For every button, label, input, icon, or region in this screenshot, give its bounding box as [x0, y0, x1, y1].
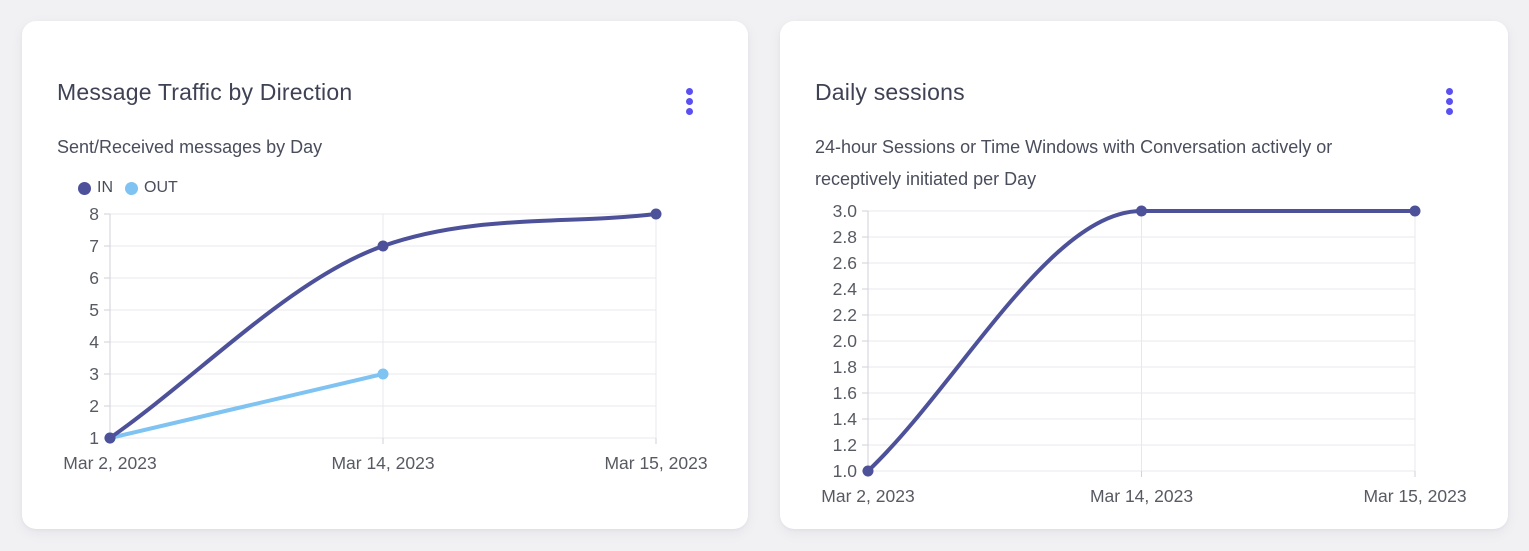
subtitle-line: receptively initiated per Day — [815, 169, 1037, 189]
y-tick-label: 2 — [89, 396, 99, 416]
y-tick-label: 4 — [89, 332, 99, 352]
kebab-menu-icon[interactable] — [678, 85, 700, 117]
series-line — [866, 209, 1417, 473]
y-tick-label: 8 — [89, 204, 99, 224]
data-point — [377, 368, 389, 380]
data-point — [1409, 205, 1421, 217]
y-tick-label: 5 — [89, 300, 99, 320]
y-tick-label: 1.6 — [833, 383, 857, 403]
daily-sessions-chart: 3.0 2.8 2.6 2.4 2.2 2.0 1.8 1.6 1.4 1.2 1.0 Mar 2, … — [821, 201, 1466, 506]
kebab-menu-icon[interactable] — [1438, 85, 1460, 117]
daily-sessions-card: Daily sessions 24-hour Sessions or Time … — [780, 21, 1508, 529]
card-subtitle: Sent/Received messages by Day — [57, 137, 323, 157]
menu-dot — [685, 107, 693, 115]
data-point — [862, 465, 874, 477]
message-traffic-chart: 8 7 6 5 4 3 2 1 Mar 2, 2023 Mar 14, 2023 Mar 15, 2… — [63, 204, 707, 473]
card-title: Message Traffic by Direction — [57, 79, 353, 105]
data-point — [377, 240, 389, 252]
y-tick-label: 1.2 — [833, 435, 857, 455]
menu-dot — [1445, 107, 1453, 115]
card-title: Daily sessions — [815, 79, 965, 105]
y-tick-label: 1.4 — [833, 409, 858, 429]
y-tick-label: 3 — [89, 364, 99, 384]
legend-label-out: OUT — [144, 179, 178, 196]
x-tick-label: Mar 14, 2023 — [1090, 486, 1193, 506]
legend-item-out[interactable]: OUT — [125, 179, 178, 197]
data-point — [650, 208, 662, 220]
subtitle-line: 24-hour Sessions or Time Windows with Co… — [815, 137, 1333, 157]
card-subtitle: 24-hour Sessions or Time Windows with Co… — [815, 131, 1332, 195]
menu-dot — [1445, 97, 1453, 105]
x-tick-label: Mar 2, 2023 — [821, 486, 914, 506]
menu-dot — [1445, 87, 1453, 95]
y-tick-label: 3.0 — [833, 201, 858, 221]
legend-label-in: IN — [97, 179, 113, 196]
y-tick-label: 2.4 — [833, 279, 858, 299]
y-tick-label: 7 — [89, 236, 99, 256]
y-tick-label: 2.8 — [833, 227, 857, 247]
y-tick-label: 1.0 — [833, 461, 858, 481]
x-tick-label: Mar 15, 2023 — [1363, 486, 1466, 506]
data-point — [1136, 205, 1147, 217]
y-tick-label: 2.2 — [833, 305, 857, 325]
x-tick-label: Mar 15, 2023 — [604, 453, 707, 473]
y-tick-label: 6 — [89, 268, 99, 288]
message-traffic-card: Message Traffic by Direction Sent/Receiv… — [22, 21, 748, 529]
series-line — [108, 372, 385, 440]
legend-marker-out — [125, 181, 138, 195]
y-tick-label: 1 — [89, 428, 99, 448]
data-point — [104, 432, 116, 444]
y-tick-label: 2.0 — [833, 331, 858, 351]
menu-dot — [685, 97, 693, 105]
x-tick-label: Mar 14, 2023 — [331, 453, 434, 473]
chart-legend: IN OUT — [78, 179, 178, 197]
y-tick-label: 2.6 — [833, 253, 857, 273]
y-tick-label: 1.8 — [833, 357, 857, 377]
menu-dot — [685, 87, 693, 95]
legend-marker-in — [78, 181, 91, 195]
x-tick-label: Mar 2, 2023 — [63, 453, 156, 473]
legend-item-in[interactable]: IN — [78, 179, 113, 197]
